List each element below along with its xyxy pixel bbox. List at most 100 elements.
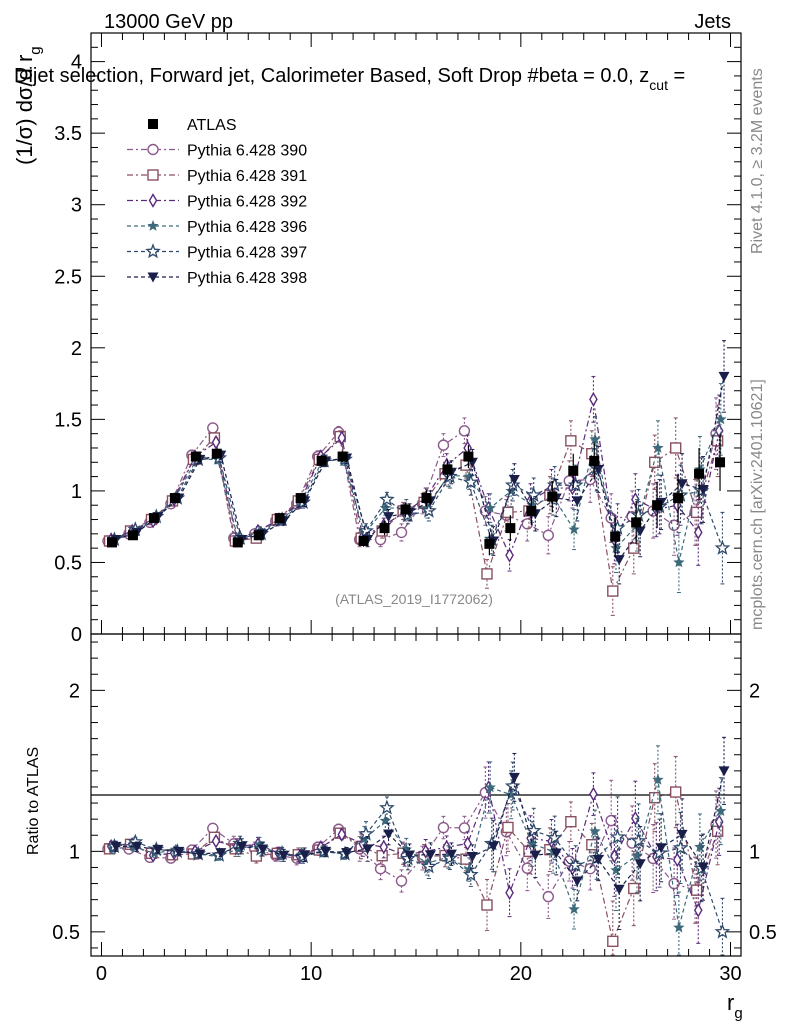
- plot-title-sub: cut: [649, 77, 668, 93]
- ratio-y-tick-label-right: 2: [749, 680, 760, 702]
- energy-label: 13000 GeV pp: [104, 11, 233, 33]
- series-point-main: [652, 442, 664, 453]
- legend-label: Pythia 6.428 392: [187, 194, 307, 211]
- legend-label: Pythia 6.428 398: [187, 270, 307, 287]
- series-point-ratio: [215, 848, 227, 859]
- atlas-data-point: [694, 468, 705, 479]
- series-point-ratio: [550, 848, 562, 859]
- y-axis-label: (1/σ) dσ/d rg: [12, 46, 44, 165]
- y-tick-label: 1.5: [54, 409, 82, 431]
- legend-label: Pythia 6.428 397: [187, 245, 307, 262]
- legend-marker: [147, 143, 159, 156]
- y-tick-label: 4: [71, 52, 82, 74]
- series-point-ratio: [676, 829, 688, 840]
- series-point-ratio: [173, 846, 185, 857]
- series-point-ratio: [484, 781, 496, 793]
- series-point-ratio: [487, 841, 499, 852]
- series-point-ratio: [673, 921, 685, 933]
- series-point-ratio: [341, 848, 353, 859]
- legend: ATLAS Pythia 6.428 390 Pythia 6.428 391 Pyt…: [127, 117, 307, 287]
- y-tick-label: 3: [71, 195, 82, 217]
- series-point-main: [613, 555, 625, 566]
- series-point-ratio: [463, 863, 475, 875]
- series-point-ratio: [607, 935, 619, 948]
- series-point-main: [502, 506, 514, 519]
- series-point-main: [211, 434, 221, 450]
- series-point-ratio: [714, 923, 731, 939]
- series-point-ratio: [441, 850, 458, 866]
- atlas-data-point: [526, 505, 537, 516]
- x-tick-label: 10: [300, 963, 322, 985]
- series-point-ratio: [693, 902, 703, 918]
- atlas-data-point: [715, 457, 726, 468]
- atlas-data-point: [568, 465, 579, 476]
- series-point-ratio: [697, 862, 709, 873]
- series-point-ratio: [383, 829, 395, 840]
- series-line-main: [110, 399, 720, 557]
- atlas-data-point: [106, 537, 117, 548]
- atlas-data-point: [652, 500, 663, 511]
- series-point-ratio: [502, 821, 514, 834]
- series-point-ratio: [571, 876, 583, 887]
- series-point-ratio: [481, 899, 493, 911]
- legend-label: Pythia 6.428 396: [187, 219, 307, 236]
- series-point-ratio: [458, 822, 471, 834]
- series-point-main: [546, 476, 563, 492]
- series-line-ratio: [112, 779, 722, 928]
- series-point-main: [634, 526, 646, 537]
- series-point-ratio: [194, 849, 206, 860]
- series-point-ratio: [669, 786, 682, 798]
- series-point-main: [442, 468, 458, 484]
- atlas-data-point: [148, 513, 159, 524]
- series-point-ratio: [672, 839, 689, 855]
- y-tick-label: 1: [71, 481, 82, 503]
- series-point-main: [462, 473, 479, 490]
- series-point-main: [521, 518, 534, 530]
- series-point-ratio: [374, 863, 387, 875]
- series-point-ratio: [299, 850, 311, 861]
- ratio-y-tick-label: 0.5: [52, 922, 80, 944]
- series-line-ratio: [109, 791, 719, 944]
- series-point-ratio: [526, 837, 538, 849]
- series-line-ratio: [115, 770, 725, 891]
- series-point-main: [649, 456, 661, 468]
- y-tick-label: 0: [71, 624, 82, 646]
- series-line-ratio: [111, 785, 720, 913]
- series-point-ratio: [400, 843, 412, 855]
- series-point-main: [714, 539, 731, 555]
- mcplots-label: mcplots.cern.ch [arXiv:2401.10621]: [749, 379, 766, 630]
- series-point-ratio: [610, 864, 622, 876]
- series-point-ratio: [529, 850, 541, 861]
- series-point-main: [571, 496, 583, 507]
- series-point-ratio: [715, 805, 727, 816]
- series-point-ratio: [505, 885, 514, 901]
- series-point-ratio: [672, 852, 682, 868]
- series-point-main: [568, 523, 580, 535]
- series-point-ratio: [152, 844, 164, 855]
- atlas-data-point: [274, 513, 285, 524]
- series-point-ratio: [521, 862, 534, 874]
- series-point-ratio: [110, 841, 122, 852]
- series-point-ratio: [609, 828, 626, 844]
- series-line-main: [112, 419, 722, 563]
- series-point-ratio: [630, 832, 647, 848]
- series-point-ratio: [320, 846, 332, 857]
- series-point-ratio: [546, 829, 563, 845]
- atlas-data-point: [400, 504, 411, 515]
- legend-label-atlas: ATLAS: [187, 117, 237, 134]
- series-point-main: [589, 433, 601, 445]
- atlas-data-point: [673, 493, 684, 504]
- y-tick-label: 3.5: [54, 123, 82, 145]
- series-point-main: [565, 435, 577, 447]
- y-tick-label: 2.5: [54, 266, 82, 288]
- series-point-ratio: [505, 788, 517, 800]
- plot-title-main: Dijet selection, Forward jet, Calorimete…: [14, 65, 649, 87]
- x-tick-label: 30: [719, 963, 741, 985]
- x-axis-label: rg: [727, 990, 743, 1022]
- plot-title: Dijet selection, Forward jet, Calorimete…: [14, 65, 685, 93]
- series-point-ratio: [466, 852, 478, 863]
- legend-marker: [147, 272, 159, 283]
- series-point-main: [379, 502, 392, 513]
- atlas-data-point: [190, 451, 201, 462]
- series-point-main: [669, 442, 682, 454]
